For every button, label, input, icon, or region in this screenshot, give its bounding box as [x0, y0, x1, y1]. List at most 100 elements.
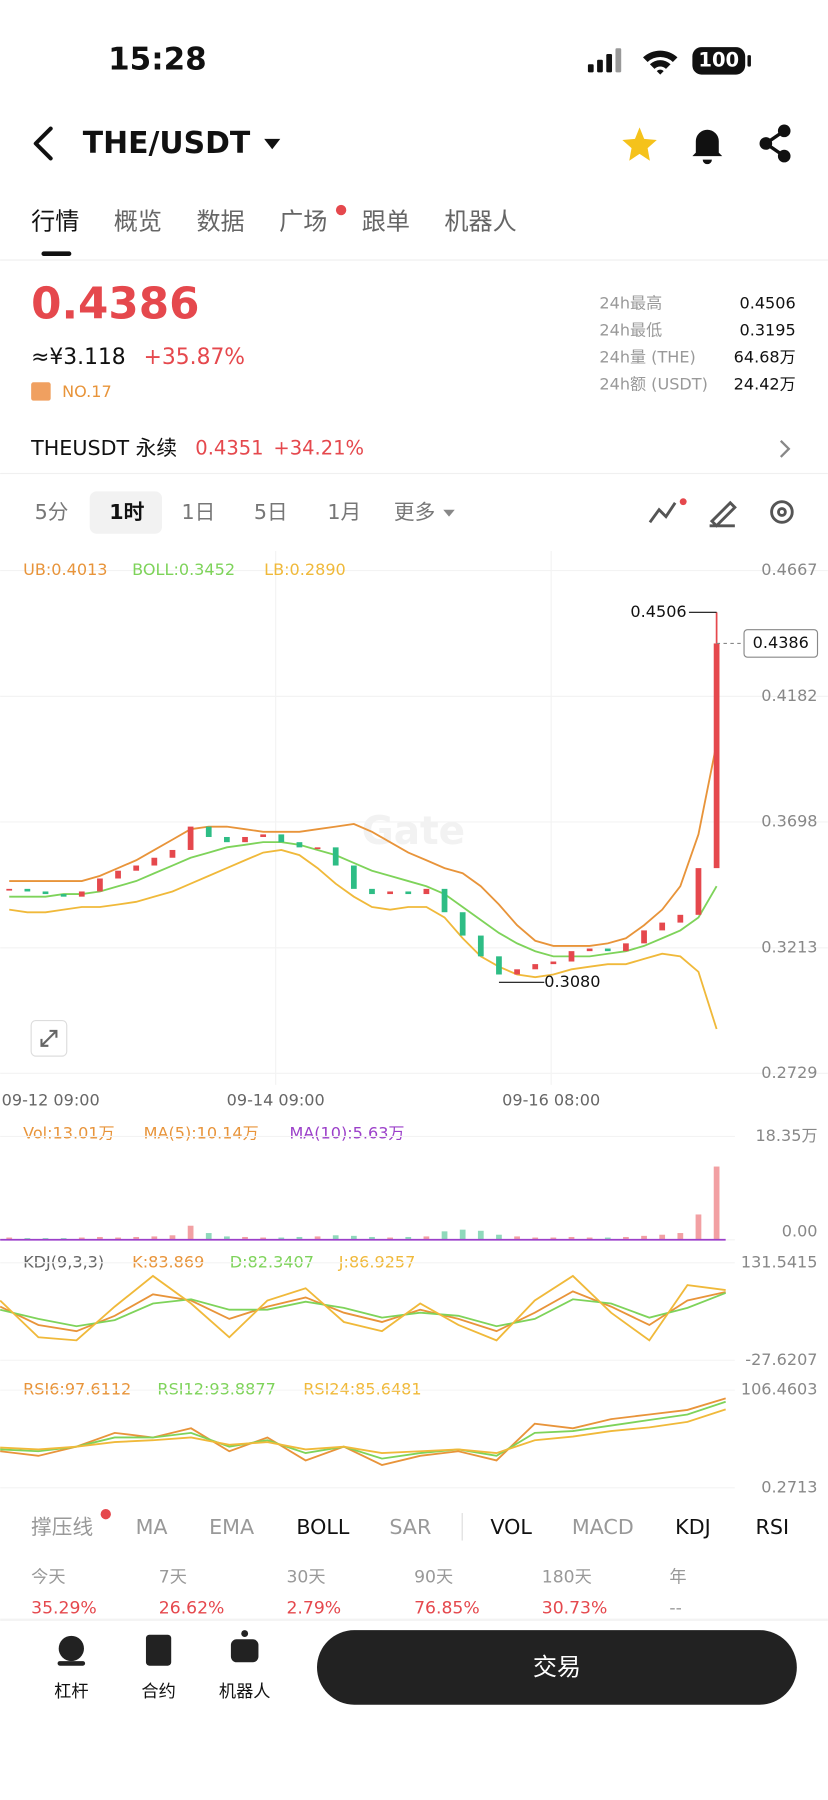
return-value: -- — [669, 1598, 681, 1618]
stat-value: 24.42万 — [734, 375, 796, 394]
volume-bar — [496, 1234, 502, 1240]
trade-button[interactable] — [316, 1630, 797, 1705]
indicator-tab[interactable]: 撑压线 — [31, 1515, 93, 1539]
rsi-legend: RSI12:93.8877 — [157, 1380, 275, 1399]
candle — [115, 870, 121, 879]
high-label: 0.4506 — [630, 602, 686, 621]
last-price-box — [743, 629, 819, 658]
status-icons — [587, 47, 751, 75]
indicator-tab[interactable]: MACD — [572, 1515, 634, 1539]
chevron[interactable] — [779, 440, 791, 458]
tab[interactable]: 广场 — [279, 208, 327, 236]
x-tick-label: 09-16 08:00 — [502, 1090, 600, 1109]
stat-label: 24h最低 — [599, 321, 662, 340]
timeframe[interactable]: 1日 — [182, 500, 216, 524]
volume-bar — [6, 1237, 13, 1240]
price-change: +35.87% — [144, 345, 245, 370]
indicator-tab[interactable]: EMA — [209, 1515, 254, 1539]
volume-bar — [441, 1231, 448, 1240]
clock: 15:28 — [108, 41, 207, 77]
last-price-label: 0.4386 — [753, 633, 809, 652]
candle — [586, 948, 593, 952]
return-label: 90天 — [414, 1567, 453, 1587]
volume-bar — [133, 1236, 140, 1240]
trade-label[interactable]: 交易 — [533, 1653, 581, 1681]
indicator-dot — [100, 1508, 111, 1520]
rsi-line — [0, 1397, 726, 1466]
boll-legend: UB:0.4013 — [23, 560, 107, 579]
volume-bar — [623, 1236, 629, 1240]
volume-bar — [78, 1237, 85, 1240]
perp-price: 0.4351 — [195, 436, 263, 459]
timeframe[interactable]: 5分 — [35, 500, 69, 524]
tab[interactable]: 概览 — [114, 208, 162, 236]
volume-bar — [641, 1235, 647, 1240]
indicator-tab[interactable]: RSI — [756, 1515, 790, 1539]
tab[interactable]: 机器人 — [444, 208, 516, 236]
timeframe[interactable]: 1月 — [327, 500, 361, 524]
nav-label[interactable]: 杠杆 — [54, 1682, 88, 1702]
candle — [6, 888, 13, 891]
return-value: 35.29% — [31, 1598, 97, 1618]
candle — [169, 849, 176, 858]
tab[interactable]: 数据 — [196, 208, 244, 236]
stat-value: 0.3195 — [739, 321, 795, 340]
candle — [496, 956, 502, 975]
return-label: 年 — [669, 1567, 686, 1587]
candle — [224, 836, 230, 843]
volume-bar — [514, 1236, 520, 1240]
chart-tools[interactable] — [648, 498, 794, 528]
candle — [477, 935, 484, 957]
kdj-line — [0, 1274, 726, 1342]
volume-bar — [713, 1166, 720, 1240]
timeframe[interactable]: 5日 — [254, 500, 288, 524]
nav-label[interactable]: 合约 — [141, 1682, 175, 1702]
divider — [0, 1618, 828, 1621]
timeframe[interactable]: 1时 — [109, 500, 144, 524]
indicator-tab[interactable]: BOLL — [296, 1515, 350, 1539]
candle — [550, 961, 557, 965]
favorite-star[interactable] — [622, 127, 657, 161]
nav-icons[interactable] — [57, 1630, 259, 1666]
candle — [514, 969, 520, 975]
pair-title[interactable]: THE/USDT — [83, 126, 251, 161]
tab[interactable]: 行情 — [31, 208, 79, 236]
indicator-tab[interactable]: MA — [136, 1515, 168, 1539]
return-value: 76.85% — [414, 1598, 480, 1618]
volume-bar — [187, 1225, 194, 1240]
share-button[interactable] — [759, 124, 791, 163]
volume-bar — [205, 1233, 212, 1240]
perp-name[interactable]: THEUSDT 永续 — [30, 436, 177, 460]
tab[interactable]: 跟单 — [362, 208, 410, 236]
y-tick-label: 0.2729 — [761, 1063, 817, 1082]
y-tick-label: 18.35万 — [755, 1126, 817, 1145]
tab-dot — [335, 204, 347, 216]
alert-bell[interactable] — [692, 129, 723, 165]
volume-bar — [423, 1236, 430, 1240]
candle — [97, 878, 103, 892]
divider — [461, 1513, 463, 1541]
nav-label[interactable]: 机器人 — [219, 1682, 271, 1702]
indicator-tab[interactable]: SAR — [389, 1515, 431, 1539]
back-button[interactable] — [33, 126, 53, 161]
stat-value: 0.4506 — [739, 294, 795, 313]
candle — [659, 922, 666, 931]
stat-value: 64.68万 — [734, 348, 796, 367]
expand-button[interactable] — [30, 1019, 68, 1057]
return-label: 30天 — [286, 1567, 325, 1587]
stat-label: 24h额 (USDT) — [599, 375, 707, 394]
candle — [405, 891, 412, 895]
volume-bar — [151, 1236, 158, 1240]
timeframe[interactable]: 更多 — [394, 500, 435, 524]
more-dropdown[interactable] — [443, 509, 455, 517]
indicator-tab[interactable]: KDJ — [675, 1515, 711, 1539]
rank: NO.17 — [62, 382, 112, 401]
volume-bar — [169, 1235, 176, 1240]
rsi-line — [0, 1408, 726, 1455]
volume-bar — [260, 1237, 267, 1240]
volume-bar — [115, 1237, 121, 1240]
candle — [133, 865, 140, 871]
indicator-tab[interactable]: VOL — [490, 1515, 532, 1539]
pair-dropdown[interactable] — [264, 138, 281, 150]
